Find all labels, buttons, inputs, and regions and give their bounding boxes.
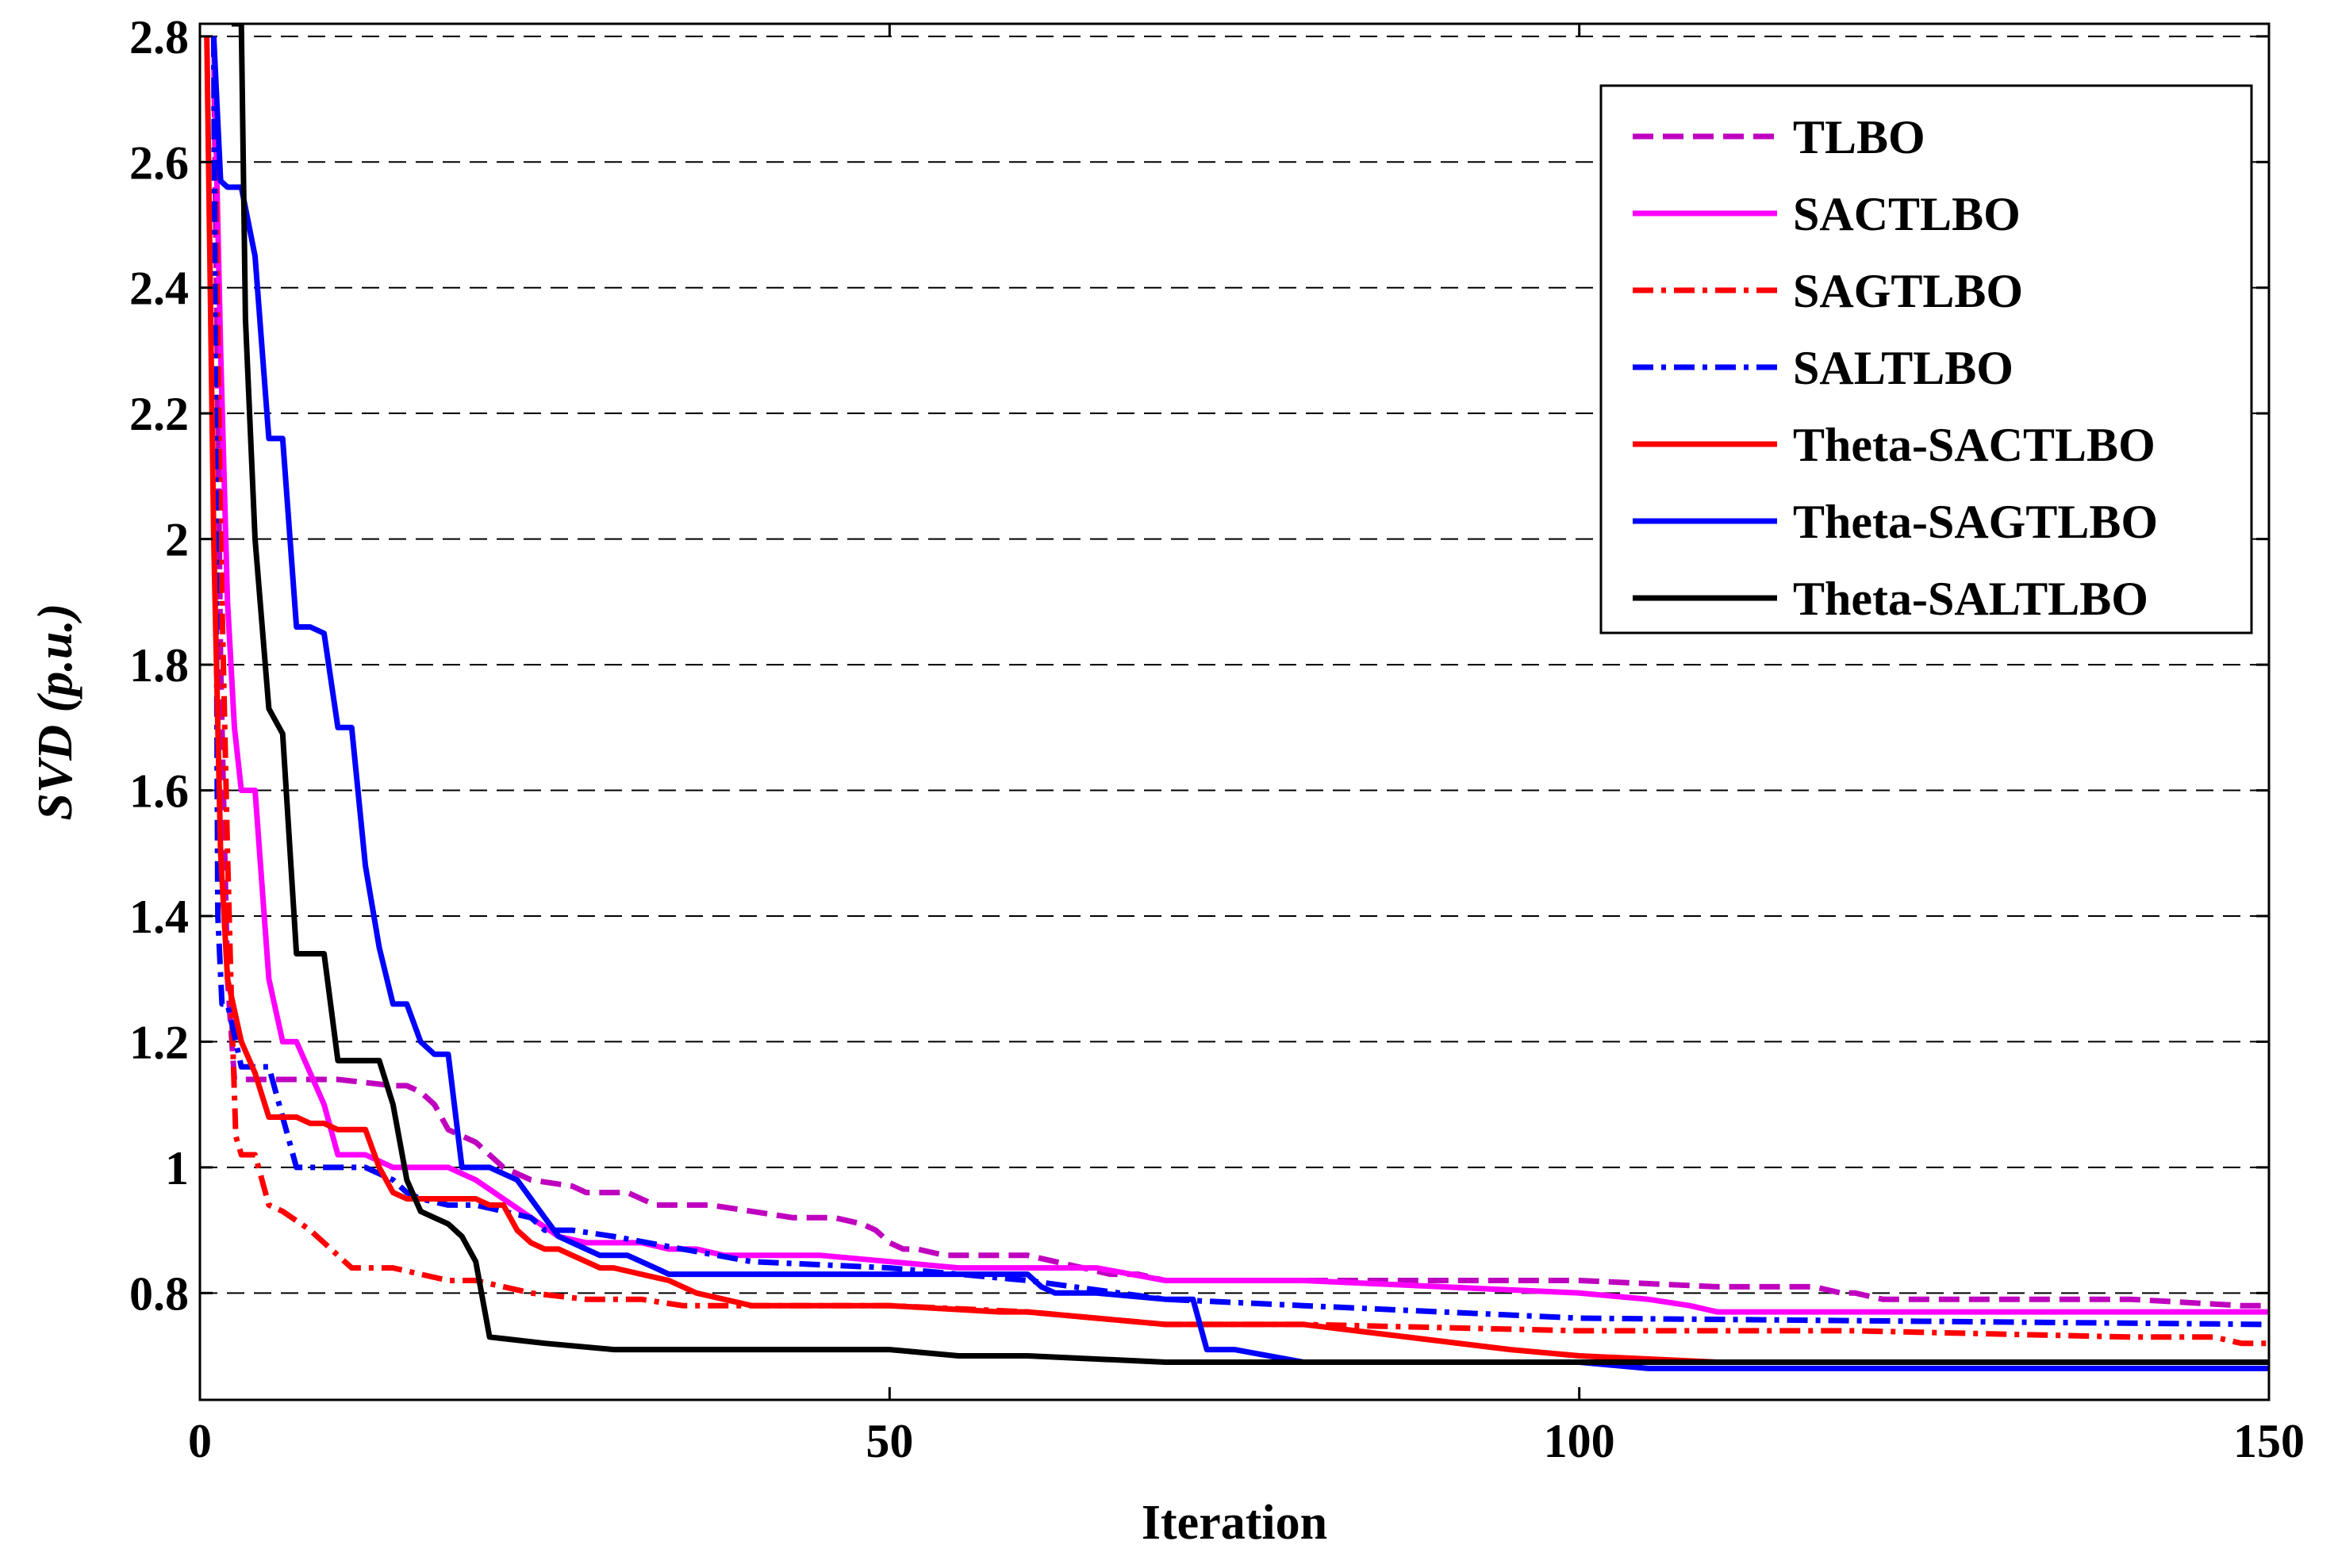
y-tick-label-3: 1.4 [129, 891, 189, 943]
y-tick-label-0: 0.8 [129, 1267, 189, 1320]
x-tick-label-3: 150 [2233, 1415, 2305, 1467]
series-line-theta-saltlbo [232, 24, 2269, 1365]
y-tick-label-4: 1.6 [129, 765, 189, 818]
y-tick-label-8: 2.4 [129, 263, 189, 315]
x-tick-label-2: 100 [1544, 1415, 1615, 1467]
series-line-sactlbo [210, 36, 2269, 1315]
plot-frame [198, 22, 2271, 1401]
y-tick-label-1: 1 [165, 1142, 189, 1194]
series-line-tlbo [210, 36, 2269, 1309]
y-tick-label-2: 1.2 [129, 1016, 189, 1068]
y-tick-label-10: 2.8 [129, 11, 189, 63]
legend-label-sagtlbo: SAGTLBO [1793, 265, 2023, 317]
legend: TLBO SACTLBO SAGTLBO SALTLBO Theta-SACTLBO Th… [1599, 84, 2253, 634]
legend-label-theta-sactlbo: Theta-SACTLBO [1793, 419, 2155, 471]
legend-label-theta-sagtlbo: Theta-SAGTLBO [1793, 496, 2158, 548]
series-line-sagtlbo [210, 36, 2269, 1347]
legend-label-tlbo: TLBO [1793, 111, 1925, 163]
y-axis-label: SVD (p.u.) [29, 604, 83, 821]
series-line-theta-sactlbo [204, 36, 2269, 1365]
x-tick-label-0: 0 [188, 1415, 212, 1467]
legend-label-theta-saltlbo: Theta-SALTLBO [1793, 573, 2148, 625]
x-axis-label: Iteration [1142, 1496, 1327, 1550]
plot-series [204, 24, 2269, 1371]
legend-box [1599, 84, 2253, 634]
gridlines [200, 35, 2269, 1294]
series-line-theta-sagtlbo [210, 36, 2269, 1371]
axis-ticks: 0.8 1 1.2 1.4 1.6 1.8 2 2.2 2.4 2.6 2.8 0 50 100 150 [129, 11, 2305, 1467]
y-tick-label-5: 1.8 [129, 639, 189, 692]
y-tick-label-9: 2.6 [129, 136, 189, 189]
x-tick-label-1: 50 [866, 1415, 913, 1467]
legend-label-saltlbo: SALTLBO [1793, 342, 2013, 394]
y-tick-label-6: 2 [165, 514, 189, 566]
legend-label-sactlbo: SACTLBO [1793, 188, 2021, 240]
y-tick-label-7: 2.2 [129, 388, 189, 440]
